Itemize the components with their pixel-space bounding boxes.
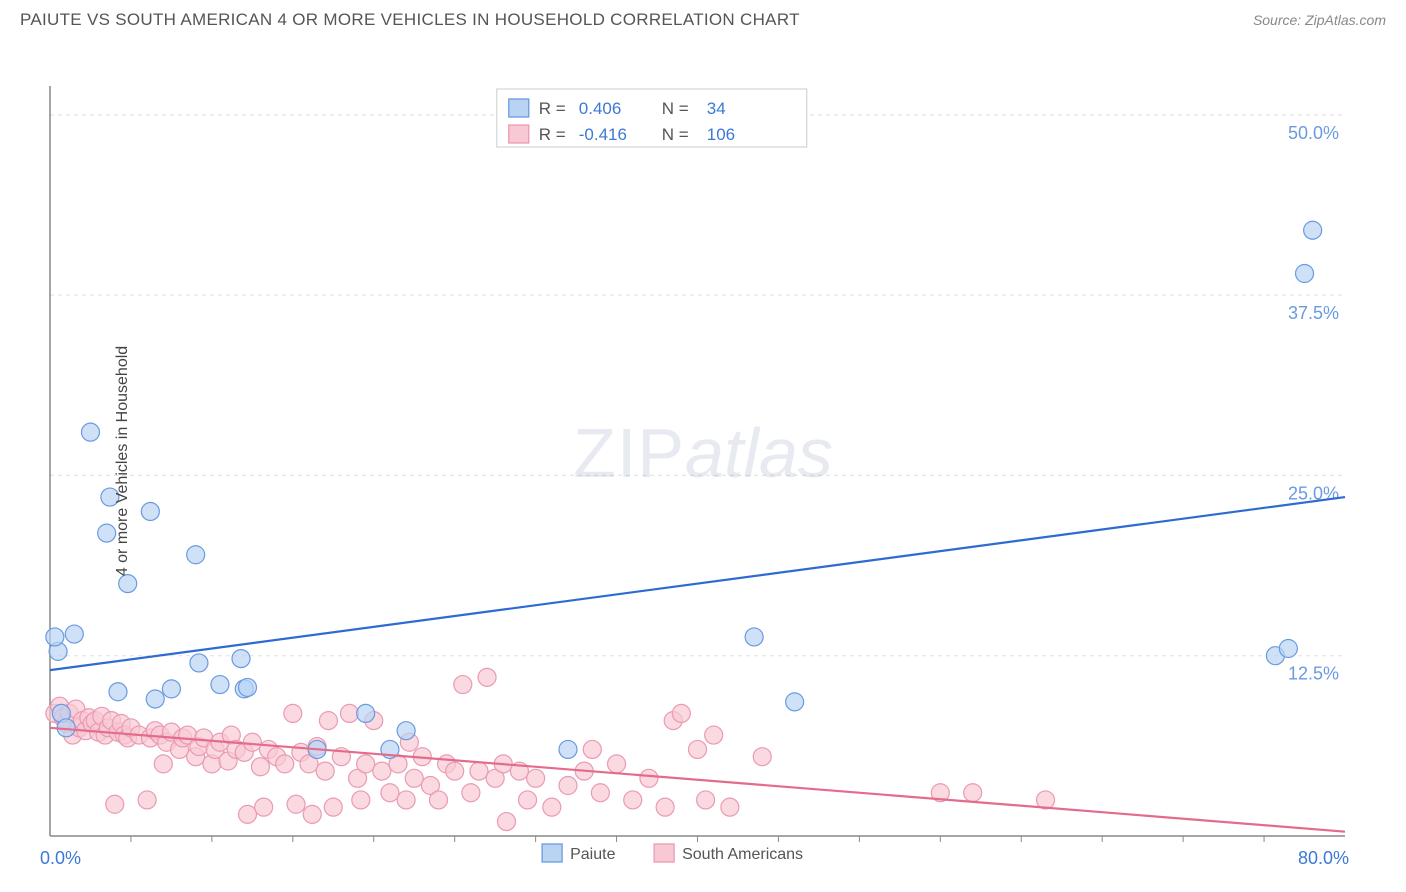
svg-text:0.0%: 0.0% xyxy=(40,848,81,868)
svg-text:N =: N = xyxy=(662,99,689,118)
chart-area: 4 or more Vehicles in Household ZIPatlas… xyxy=(0,36,1406,886)
svg-text:34: 34 xyxy=(707,99,726,118)
svg-text:Paiute: Paiute xyxy=(570,846,615,863)
chart-svg: 12.5%25.0%37.5%50.0%0.0%80.0%R =0.406N =… xyxy=(0,36,1406,886)
y-axis-label: 4 or more Vehicles in Household xyxy=(114,346,132,576)
chart-header: PAIUTE VS SOUTH AMERICAN 4 OR MORE VEHIC… xyxy=(0,0,1406,36)
svg-text:12.5%: 12.5% xyxy=(1288,664,1339,684)
chart-source: Source: ZipAtlas.com xyxy=(1253,12,1386,28)
chart-title: PAIUTE VS SOUTH AMERICAN 4 OR MORE VEHIC… xyxy=(20,10,800,30)
svg-text:R =: R = xyxy=(539,125,566,144)
svg-text:80.0%: 80.0% xyxy=(1298,848,1349,868)
svg-text:106: 106 xyxy=(707,125,735,144)
svg-text:R =: R = xyxy=(539,99,566,118)
svg-text:0.406: 0.406 xyxy=(579,99,622,118)
svg-text:50.0%: 50.0% xyxy=(1288,123,1339,143)
svg-text:N =: N = xyxy=(662,125,689,144)
svg-text:37.5%: 37.5% xyxy=(1288,303,1339,323)
svg-text:-0.416: -0.416 xyxy=(579,125,627,144)
svg-text:South Americans: South Americans xyxy=(682,846,803,863)
